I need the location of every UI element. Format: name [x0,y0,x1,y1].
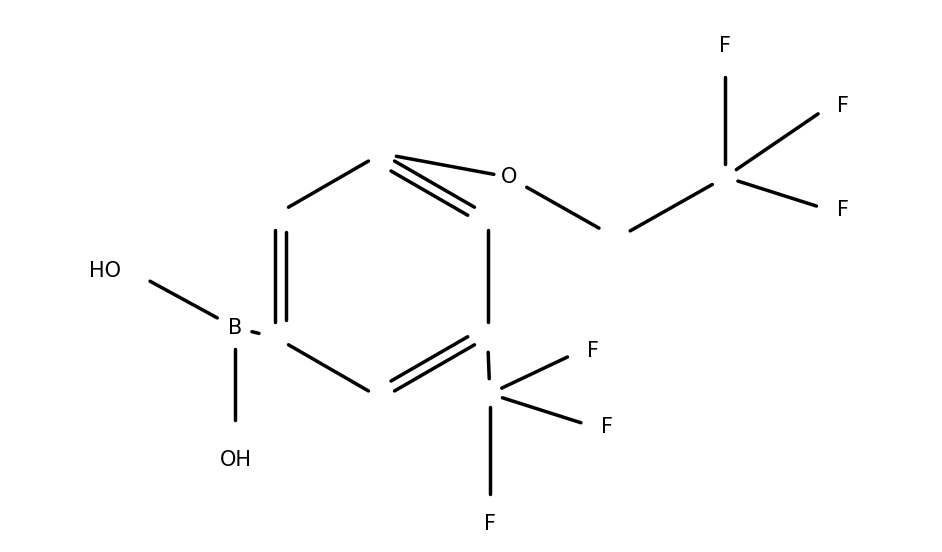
Text: O: O [500,167,517,187]
Text: HO: HO [89,261,121,282]
Text: F: F [720,36,731,56]
Text: F: F [587,341,599,362]
Text: F: F [836,200,849,220]
Text: OH: OH [219,450,252,470]
Text: B: B [228,318,243,338]
Text: F: F [601,417,613,437]
Text: F: F [484,514,495,534]
Text: F: F [836,97,849,116]
